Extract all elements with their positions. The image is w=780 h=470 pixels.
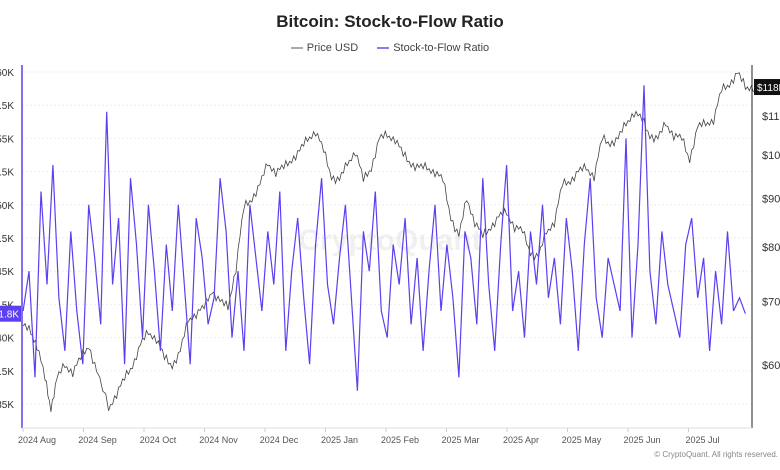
right-tick-label: $90K <box>762 193 780 205</box>
copyright: © CryptoQuant. All rights reserved. <box>654 450 778 459</box>
x-tick-label: 2024 Aug <box>18 435 56 445</box>
right-tick-label: $70K <box>762 297 780 309</box>
right-tick-label: $100K <box>762 150 780 162</box>
x-tick-label: 2024 Oct <box>140 435 177 445</box>
left-tick-label: 40K <box>0 334 14 345</box>
price-series-line <box>22 72 754 413</box>
right-current-tag-bg <box>754 79 780 96</box>
legend: Price USD Stock-to-Flow Ratio <box>0 40 780 54</box>
legend-label-s2f: Stock-to-Flow Ratio <box>393 42 490 54</box>
x-tick-label: 2025 Apr <box>503 435 539 445</box>
x-tick-label: 2024 Sep <box>78 435 117 445</box>
left-current-value-tag: 41.8K <box>0 305 21 322</box>
left-tick-label: 57.5K <box>0 101 14 112</box>
x-tick-label: 2024 Dec <box>260 435 299 445</box>
left-tick-label: 35K <box>0 400 14 411</box>
left-tick-label: 45K <box>0 267 14 278</box>
left-tick-label: 37.5K <box>0 367 14 378</box>
x-tick-label: 2024 Nov <box>199 435 238 445</box>
legend-label-price: Price USD <box>306 42 359 54</box>
chart-title: Bitcoin: Stock-to-Flow Ratio <box>276 12 504 31</box>
left-tick-label: 50K <box>0 201 14 212</box>
right-current-tag-text: $118K <box>757 83 780 94</box>
left-current-tag-bg <box>0 305 21 322</box>
right-current-value-tag: $118K <box>754 79 780 96</box>
x-tick-label: 2025 Jan <box>321 435 358 445</box>
right-tick-label: $80K <box>762 242 780 254</box>
legend-swatch-s2f <box>377 47 390 49</box>
x-tick-label: 2025 Mar <box>441 435 479 445</box>
left-tick-label: 52.5K <box>0 168 14 179</box>
left-tick-label: 55K <box>0 134 14 145</box>
left-current-tag-text: 41.8K <box>0 310 19 321</box>
watermark: CryptoQuant <box>298 224 481 257</box>
legend-item-s2f[interactable]: Stock-to-Flow Ratio <box>377 42 489 54</box>
x-tick-label: 2025 May <box>562 435 602 445</box>
right-tick-label: $60K <box>762 360 780 372</box>
left-tick-label: 47.5K <box>0 234 14 245</box>
x-tick-label: 2025 Feb <box>381 435 419 445</box>
x-tick-label: 2025 Jul <box>685 435 719 445</box>
left-tick-label: 60K <box>0 68 14 79</box>
right-tick-label: $110K <box>762 111 780 123</box>
x-tick-label: 2025 Jun <box>623 435 660 445</box>
legend-item-price[interactable]: Price USD <box>290 42 359 54</box>
s2f-series-line <box>22 85 746 391</box>
legend-swatch-price <box>290 47 303 49</box>
